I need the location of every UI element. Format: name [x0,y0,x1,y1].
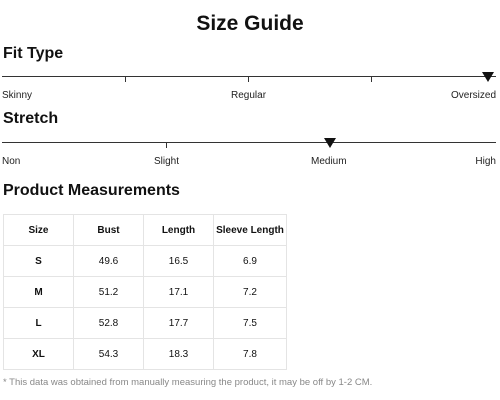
stretch-scale-line [2,142,496,143]
column-header-sleeve-length: Sleeve Length [213,214,287,246]
length-cell: 17.1 [143,276,214,308]
fit-type-heading: Fit Type [3,45,64,62]
column-header-size: Size [3,214,74,246]
fit-type-label-oversized: Oversized [450,90,496,101]
page-title: Size Guide [196,12,304,35]
size-cell: S [3,245,74,277]
column-header-bust: Bust [73,214,144,246]
column-header-length: Length [143,214,214,246]
measurement-footnote: * This data was obtained from manually m… [3,377,373,388]
fit-type-tick [125,76,126,82]
size-cell: XL [3,338,74,370]
fit-type-tick [248,76,249,82]
bust-cell: 51.2 [73,276,144,308]
table-header-row: Size Bust Length Sleeve Length [3,214,287,246]
stretch-label-high: High [475,156,496,167]
stretch-label-slight: Slight [154,156,180,167]
table-row: S 49.6 16.5 6.9 [3,245,287,277]
length-cell: 16.5 [143,245,214,277]
bust-cell: 52.8 [73,307,144,339]
fit-type-scale-line [2,76,496,77]
stretch-label-medium: Medium [311,156,347,167]
sleeve-length-cell: 6.9 [213,245,287,277]
stretch-tick [166,142,167,148]
product-measurements-heading: Product Measurements [3,182,180,199]
stretch-heading: Stretch [3,110,59,127]
table-row: M 51.2 17.1 7.2 [3,276,287,308]
table-row: XL 54.3 18.3 7.8 [3,338,287,370]
bust-cell: 49.6 [73,245,144,277]
bust-cell: 54.3 [73,338,144,370]
size-cell: M [3,276,74,308]
sleeve-length-cell: 7.5 [213,307,287,339]
fit-type-label-regular: Regular [231,90,267,101]
fit-type-label-skinny: Skinny [2,90,33,101]
measurements-table: Size Bust Length Sleeve Length S 49.6 16… [3,214,287,370]
size-cell: L [3,307,74,339]
sleeve-length-cell: 7.8 [213,338,287,370]
table-row: L 52.8 17.7 7.5 [3,307,287,339]
fit-type-marker-icon [482,72,494,82]
length-cell: 17.7 [143,307,214,339]
length-cell: 18.3 [143,338,214,370]
stretch-marker-icon [324,138,336,148]
stretch-label-non: Non [2,156,21,167]
fit-type-tick [371,76,372,82]
sleeve-length-cell: 7.2 [213,276,287,308]
